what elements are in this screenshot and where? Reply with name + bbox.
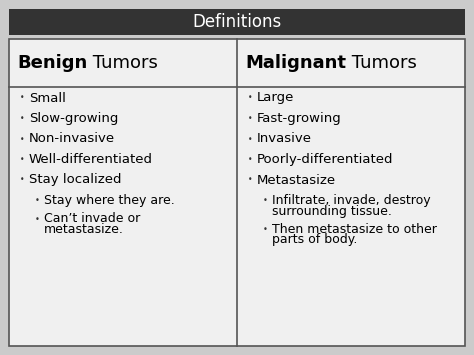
Text: Poorly-differentiated: Poorly-differentiated (257, 153, 393, 166)
Text: metastasize.: metastasize. (44, 223, 124, 236)
Text: •: • (248, 135, 253, 143)
Text: •: • (20, 175, 25, 185)
Text: Well-differentiated: Well-differentiated (29, 153, 153, 166)
Text: •: • (20, 155, 25, 164)
Text: Benign: Benign (17, 54, 87, 72)
Text: surrounding tissue.: surrounding tissue. (272, 204, 392, 218)
Text: •: • (20, 135, 25, 143)
Text: •: • (35, 214, 40, 224)
Text: •: • (248, 175, 253, 185)
Text: Invasive: Invasive (257, 132, 312, 146)
Text: •: • (248, 93, 253, 103)
Text: •: • (263, 196, 268, 205)
Text: Malignant: Malignant (245, 54, 346, 72)
Text: Small: Small (29, 92, 66, 104)
Text: •: • (248, 114, 253, 123)
Text: Tumors: Tumors (346, 54, 417, 72)
Text: Can’t invade or: Can’t invade or (44, 213, 140, 225)
Text: •: • (20, 114, 25, 123)
Text: Slow-growing: Slow-growing (29, 112, 118, 125)
Text: •: • (263, 225, 268, 234)
Text: •: • (35, 196, 40, 205)
Text: Non-invasive: Non-invasive (29, 132, 115, 146)
Text: Infiltrate, invade, destroy: Infiltrate, invade, destroy (272, 194, 430, 207)
Text: Then metastasize to other: Then metastasize to other (272, 223, 437, 236)
Text: Stay where they are.: Stay where they are. (44, 194, 175, 207)
Text: •: • (248, 155, 253, 164)
Text: parts of body.: parts of body. (272, 234, 357, 246)
Text: Large: Large (257, 92, 294, 104)
Text: •: • (20, 93, 25, 103)
Bar (9, 9, 465, 35)
Text: Fast-growing: Fast-growing (257, 112, 342, 125)
Text: Tumors: Tumors (87, 54, 158, 72)
Text: Metastasize: Metastasize (257, 174, 336, 186)
Bar (9, 39, 465, 346)
Text: Stay localized: Stay localized (29, 174, 121, 186)
Text: Definitions: Definitions (192, 13, 282, 31)
